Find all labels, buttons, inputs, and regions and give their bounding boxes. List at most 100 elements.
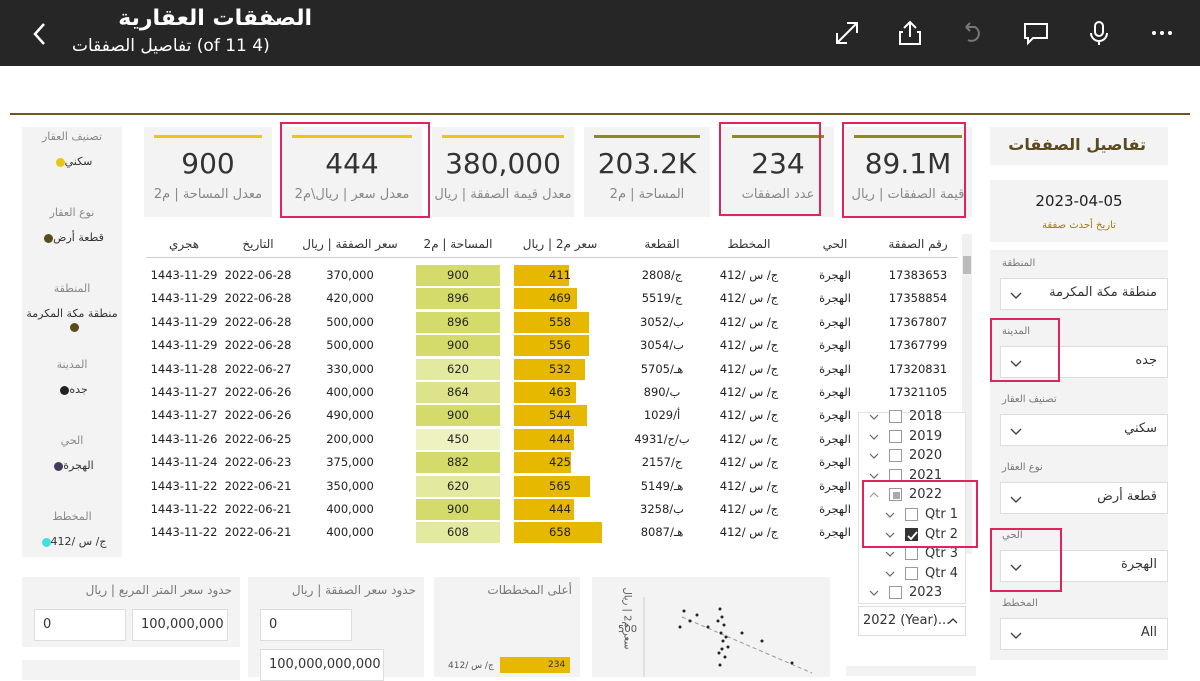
chevron-down-icon[interactable] — [268, 12, 284, 28]
chevron-down-icon[interactable] — [869, 588, 879, 598]
table-row[interactable]: الهجرة ج/ س /412 ج/2157 425 882 375,000 2022-0… — [146, 451, 958, 475]
column-header[interactable]: سعر الصفقة | ريال — [302, 237, 398, 251]
table-row[interactable]: الهجرة ج/ س /412 هـ/8087 658 608 400,000 2022-… — [146, 521, 958, 544]
deal-min-input[interactable]: 0 — [260, 609, 352, 641]
scrollbar[interactable] — [962, 234, 972, 554]
table-cell: ج/5519 — [641, 291, 683, 306]
chevron-left-icon[interactable] — [28, 18, 52, 50]
table-row[interactable]: 17367807 الهجرة ج/ س /412 ب/3052 558 896 500,0… — [146, 310, 958, 334]
kpi-card[interactable]: 380,000 معدل قيمة الصفقة | ريال — [432, 127, 574, 217]
slicer-label: المدينة — [1002, 326, 1031, 337]
table-cell: 1443-11-27 — [150, 408, 218, 423]
table-row[interactable]: 17320831 الهجرة ج/ س /412 هـ/5705 532 620 330,… — [146, 357, 958, 381]
slicer-item[interactable]: 2023 — [859, 583, 965, 603]
checkbox[interactable] — [889, 449, 902, 463]
table-cell: 2022-06-26 — [224, 385, 292, 399]
table-row[interactable]: الهجرة ج/ س /412 أ/1029 544 900 490,000 2022-0… — [146, 404, 958, 428]
slicer-item[interactable]: 2018 — [859, 407, 965, 427]
slicer-item[interactable]: 2022 — [859, 485, 965, 505]
table-cell: 900 — [447, 268, 469, 282]
kpi-card[interactable]: 900 معدل المساحة | م2 — [144, 127, 272, 217]
slicer-dropdown[interactable]: منطقة مكة المكرمة — [1000, 278, 1168, 310]
deal-max-input[interactable]: 100,000,000,000 — [260, 649, 384, 681]
price-bar — [514, 452, 572, 474]
chevron-down-icon[interactable] — [885, 569, 895, 579]
table-row[interactable]: 17358854 الهجرة ج/ س /412 ج/5519 469 896 420,0… — [146, 287, 958, 310]
kpi-card[interactable]: 234 عدد الصفقات — [722, 127, 834, 217]
slicer-item[interactable]: Qtr 4 — [859, 564, 965, 584]
table-cell: 1443-11-24 — [150, 455, 218, 470]
area-cell-bg — [416, 452, 500, 474]
table-cell: 400,000 — [326, 525, 374, 540]
slicer-dropdown[interactable]: قطعة أرض — [1000, 482, 1168, 514]
kpi-card[interactable]: 444 معدل سعر | ريال\م2 — [282, 127, 422, 217]
checkbox[interactable] — [889, 410, 902, 423]
price-m2-min-input[interactable]: 0 — [34, 609, 126, 641]
table-cell: 1443-11-27 — [150, 385, 218, 399]
slicer-item[interactable]: Qtr 1 — [859, 505, 965, 525]
undo-icon[interactable] — [958, 18, 988, 48]
kpi-value: 444 — [325, 147, 379, 180]
chevron-down-icon — [1010, 564, 1022, 571]
slicer-dropdown[interactable]: الهجرة — [1000, 550, 1168, 582]
table-row[interactable]: الهجرة ج/ س /412 ب/ج/4931 444 450 200,000 2022… — [146, 428, 958, 451]
chevron-down-icon[interactable] — [869, 451, 879, 461]
kpi-card[interactable]: 203.2K المساحة | م2 — [584, 127, 710, 217]
checkbox[interactable] — [889, 586, 902, 600]
legend-dot — [60, 385, 70, 395]
top-plan-label: ج/ س /412 — [448, 661, 494, 671]
checkbox[interactable] — [905, 527, 918, 541]
column-header[interactable]: التاريخ — [242, 237, 274, 251]
slicer-dropdown[interactable]: جده — [1000, 346, 1168, 378]
chevron-down-icon[interactable] — [869, 471, 879, 481]
column-header[interactable]: رقم الصفقة — [888, 237, 948, 251]
table-cell: ب/3054 — [640, 338, 684, 353]
slicer-item-label: Qtr 2 — [925, 526, 959, 542]
slicer-item[interactable]: Qtr 3 — [859, 544, 965, 564]
scatter-plot[interactable] — [642, 597, 822, 677]
table-cell: 900 — [447, 408, 469, 423]
checkbox[interactable] — [889, 429, 902, 443]
column-header[interactable]: المخطط — [727, 237, 771, 251]
table-cell: 2022-06-28 — [224, 338, 292, 353]
table-cell: ج/ س /412 — [719, 408, 779, 423]
checkbox[interactable] — [905, 508, 918, 521]
chevron-down-icon[interactable] — [885, 549, 895, 559]
checkbox[interactable] — [905, 566, 918, 580]
date-slicer-dropdown[interactable]: 2022 (Year)... — [858, 606, 966, 636]
column-header[interactable]: القطعة — [644, 237, 680, 251]
table-row[interactable]: 17367799 الهجرة ج/ س /412 ب/3054 556 900 500,0… — [146, 334, 958, 357]
column-header[interactable]: هجري — [168, 237, 200, 251]
chevron-down-icon[interactable] — [885, 510, 895, 520]
column-header[interactable]: سعر م2 | ريال — [522, 237, 598, 251]
microphone-icon[interactable] — [1084, 18, 1114, 48]
chevron-down-icon[interactable] — [869, 412, 879, 422]
chevron-up-icon[interactable] — [869, 490, 879, 500]
date-hierarchy-slicer[interactable]: 2018 2019 2020 2021 2022 Qtr 1 Qtr 2 Qtr 3 Qtr 4… — [858, 409, 966, 604]
share-icon[interactable] — [895, 18, 925, 48]
chevron-down-icon[interactable] — [869, 432, 879, 442]
slicer-dropdown[interactable]: سكني — [1000, 414, 1168, 446]
more-icon[interactable] — [1147, 18, 1177, 48]
checkbox[interactable] — [889, 488, 902, 502]
checkbox[interactable] — [905, 547, 918, 561]
kpi-card[interactable]: 89.1M قيمة الصفقات | ريال — [844, 127, 972, 217]
slicer-item[interactable]: Qtr 2 — [859, 525, 965, 545]
slicer-item[interactable]: 2021 — [859, 466, 965, 486]
table-row[interactable]: 17321105 الهجرة ج/ س /412 ب/890 463 864 400,00… — [146, 381, 958, 404]
column-header[interactable]: المساحة | م2 — [423, 237, 493, 251]
expand-icon[interactable] — [832, 18, 862, 48]
chevron-down-icon[interactable] — [885, 530, 895, 540]
slicer-item[interactable]: 2019 — [859, 427, 965, 447]
deals-table[interactable]: رقم الصفقة الحي المخطط القطعة سعر م2 | ريال ا… — [146, 230, 972, 558]
price-m2-max-input[interactable]: 100,000,000 — [132, 609, 228, 641]
slicer-dropdown[interactable]: All — [1000, 618, 1168, 650]
top-plan-bar[interactable] — [500, 657, 570, 673]
table-row[interactable]: 17383653 الهجرة ج/ س /412 ج/2808 411 900 370,0… — [146, 264, 958, 287]
area-cell-bg — [416, 475, 500, 497]
slicer-item[interactable]: 2020 — [859, 446, 965, 466]
column-header[interactable]: الحي — [822, 237, 848, 251]
comment-icon[interactable] — [1021, 18, 1051, 48]
table-row[interactable]: الهجرة ج/ س /412 ب/3258 444 900 400,000 2022-0… — [146, 498, 958, 521]
table-row[interactable]: الهجرة ج/ س /412 هـ/5149 565 620 350,000 2022-… — [146, 475, 958, 498]
